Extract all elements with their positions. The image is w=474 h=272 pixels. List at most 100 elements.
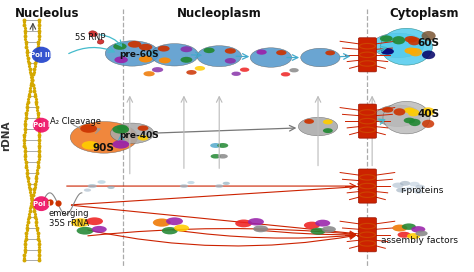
Ellipse shape [89,31,98,37]
Ellipse shape [137,135,148,141]
Ellipse shape [402,223,416,230]
Ellipse shape [153,218,171,227]
Ellipse shape [407,233,420,239]
Ellipse shape [139,44,152,51]
Ellipse shape [112,125,129,134]
Ellipse shape [98,180,106,184]
Ellipse shape [325,50,335,55]
Ellipse shape [323,128,333,133]
Ellipse shape [404,107,415,113]
Ellipse shape [181,57,192,63]
Ellipse shape [91,226,107,233]
Ellipse shape [250,48,292,67]
Ellipse shape [218,154,228,159]
Ellipse shape [404,36,418,42]
Ellipse shape [180,184,188,188]
Ellipse shape [187,181,195,184]
Ellipse shape [323,119,333,124]
Ellipse shape [33,196,50,211]
Ellipse shape [382,107,393,113]
Text: Pol III: Pol III [30,52,53,58]
Ellipse shape [162,227,178,234]
Ellipse shape [281,72,290,76]
Ellipse shape [304,119,314,124]
Ellipse shape [215,184,223,188]
FancyBboxPatch shape [358,218,376,252]
Ellipse shape [231,72,241,76]
Ellipse shape [416,185,425,189]
Ellipse shape [70,122,137,153]
Ellipse shape [256,50,267,55]
Text: rDNA: rDNA [1,121,11,151]
Ellipse shape [128,41,141,48]
Ellipse shape [181,46,192,52]
Ellipse shape [248,218,264,225]
Text: emerging
35S rRNA: emerging 35S rRNA [48,209,89,228]
Ellipse shape [414,189,423,194]
Text: 60S: 60S [418,38,439,48]
Ellipse shape [110,123,154,144]
Ellipse shape [225,58,236,64]
Ellipse shape [410,182,419,187]
Ellipse shape [415,231,428,236]
Ellipse shape [396,188,407,193]
Ellipse shape [114,56,128,63]
Ellipse shape [298,117,337,136]
Ellipse shape [151,44,198,66]
Ellipse shape [197,46,241,67]
Ellipse shape [235,220,252,227]
Ellipse shape [289,68,299,72]
Ellipse shape [203,48,215,53]
Ellipse shape [408,37,421,45]
Ellipse shape [166,217,183,225]
Ellipse shape [381,48,394,55]
Ellipse shape [112,140,129,149]
Ellipse shape [210,154,221,159]
Ellipse shape [310,228,326,235]
Ellipse shape [159,57,171,63]
Ellipse shape [33,118,50,133]
Ellipse shape [88,184,97,188]
Ellipse shape [404,118,415,123]
Ellipse shape [137,125,148,131]
Ellipse shape [322,226,336,233]
Text: Nucleoplasm: Nucleoplasm [177,7,262,20]
Ellipse shape [82,141,99,150]
Ellipse shape [393,108,405,116]
FancyBboxPatch shape [358,169,376,203]
Ellipse shape [253,225,268,232]
Ellipse shape [392,36,405,44]
Ellipse shape [117,125,128,130]
Ellipse shape [186,70,197,75]
Ellipse shape [240,67,249,72]
Text: Pol I: Pol I [33,201,50,207]
Text: pre-40S: pre-40S [119,131,159,141]
Text: pre-60S: pre-60S [119,50,159,59]
Ellipse shape [113,43,127,50]
Ellipse shape [404,48,418,54]
Text: Nucleolus: Nucleolus [15,7,80,20]
Ellipse shape [80,124,97,133]
Ellipse shape [422,51,435,59]
Ellipse shape [223,182,230,185]
Text: assembly factors: assembly factors [381,236,458,245]
Ellipse shape [276,50,286,55]
Ellipse shape [398,232,411,238]
Ellipse shape [195,66,205,71]
Text: Cytoplasm: Cytoplasm [389,7,459,20]
Ellipse shape [86,217,103,225]
Ellipse shape [422,120,434,128]
Ellipse shape [409,119,420,126]
Text: 40S: 40S [418,109,440,119]
Ellipse shape [383,101,430,134]
Ellipse shape [71,218,90,227]
Ellipse shape [380,35,393,42]
Ellipse shape [421,31,436,41]
Ellipse shape [144,71,155,76]
Text: Pol I: Pol I [33,122,50,128]
Ellipse shape [105,41,159,66]
Ellipse shape [152,67,163,72]
Text: 90S: 90S [93,143,115,153]
Ellipse shape [217,143,228,148]
Ellipse shape [411,226,425,233]
